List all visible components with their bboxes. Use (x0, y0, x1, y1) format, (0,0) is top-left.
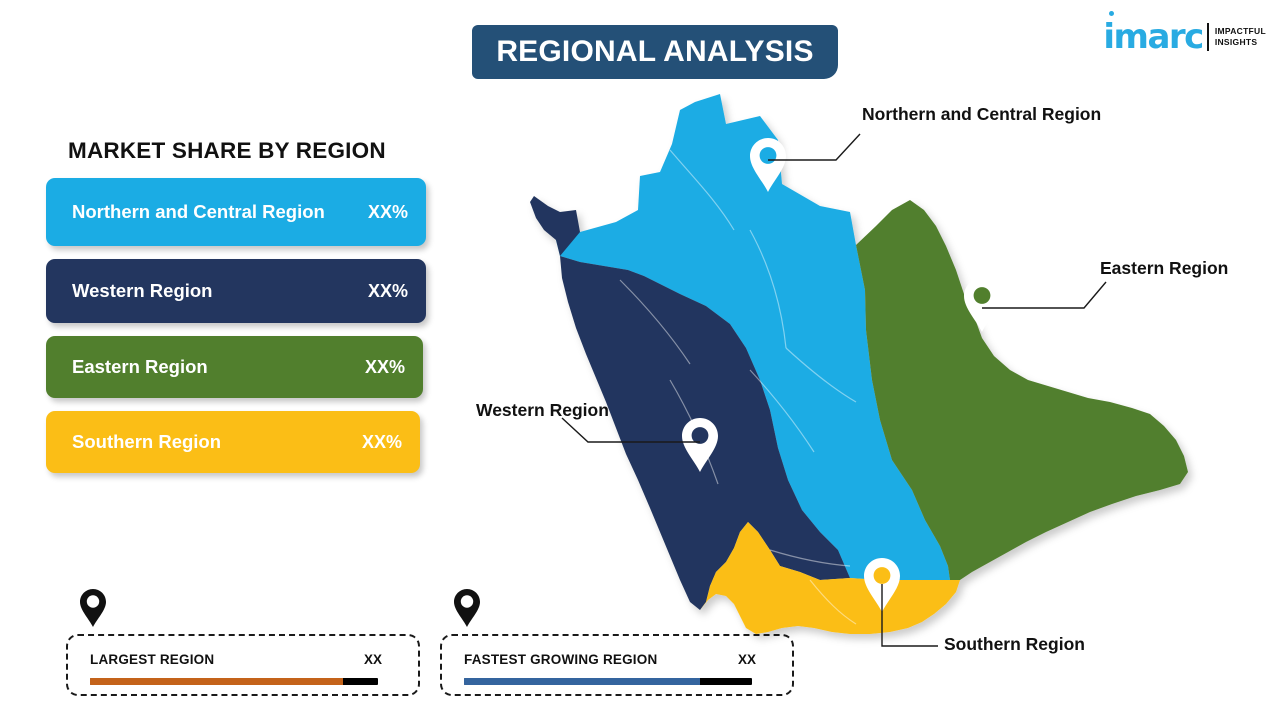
legend-item-southern[interactable]: Southern Region XX% (46, 411, 420, 473)
logo-tagline-line2: INSIGHTS (1214, 37, 1258, 47)
logo-wordmark-text: imarc (1103, 17, 1204, 57)
map-label-western: Western Region (476, 400, 609, 420)
legend-value: XX% (361, 431, 402, 452)
saudi-arabia-region-map (520, 80, 1220, 650)
legend-label: Western Region (72, 280, 213, 302)
fastest-growing-region-pin-icon (454, 589, 480, 627)
logo-tagline-line1: IMPACTFUL (1214, 26, 1266, 37)
legend-item-eastern[interactable]: Eastern Region XX% (46, 336, 423, 398)
logo-wordmark: imarc (1103, 11, 1204, 57)
region-legend-list: Northern and Central Region XX% Western … (46, 178, 436, 486)
legend-value: XX% (367, 280, 408, 301)
legend-label: Eastern Region (72, 356, 208, 378)
map-region-northern-central[interactable] (556, 94, 950, 580)
fastest-growing-region-value: XX (737, 652, 756, 667)
map-label-northern-central: Northern and Central Region (862, 104, 1102, 124)
legend-item-northern-central[interactable]: Northern and Central Region XX% (46, 178, 426, 246)
legend-label: Southern Region (72, 431, 222, 453)
legend-label: Northern and Central Region (72, 201, 325, 223)
largest-region-value: XX (363, 652, 382, 667)
page-title-banner: REGIONAL ANALYSIS (472, 25, 838, 79)
map-region-western[interactable] (530, 196, 850, 610)
logo-dot-icon (1109, 11, 1115, 16)
logo-divider (1206, 23, 1209, 51)
largest-region-label: LARGEST REGION (90, 652, 215, 667)
logo-tagline: IMPACTFUL INSIGHTS (1215, 26, 1266, 47)
map-region-eastern[interactable] (856, 200, 1188, 580)
page-title: REGIONAL ANALYSIS (496, 35, 814, 68)
legend-value: XX% (367, 201, 408, 222)
market-share-heading: MARKET SHARE BY REGION (68, 138, 386, 163)
largest-region-progress-track (90, 678, 378, 685)
legend-value: XX% (364, 356, 405, 377)
fastest-growing-region-progress-fill (464, 678, 701, 685)
map-label-southern: Southern Region (944, 634, 1085, 654)
largest-region-progress-fill (90, 678, 344, 685)
legend-item-western[interactable]: Western Region XX% (46, 259, 426, 323)
largest-region-box: LARGEST REGION XX (66, 634, 420, 696)
largest-region-pin-icon (80, 589, 106, 627)
fastest-growing-region-label: FASTEST GROWING REGION (464, 652, 658, 667)
map-label-eastern: Eastern Region (1100, 258, 1229, 278)
fastest-growing-region-progress-track (464, 678, 752, 685)
imarc-logo: imarc IMPACTFUL INSIGHTS (1096, 11, 1266, 60)
fastest-growing-region-box: FASTEST GROWING REGION XX (440, 634, 794, 696)
